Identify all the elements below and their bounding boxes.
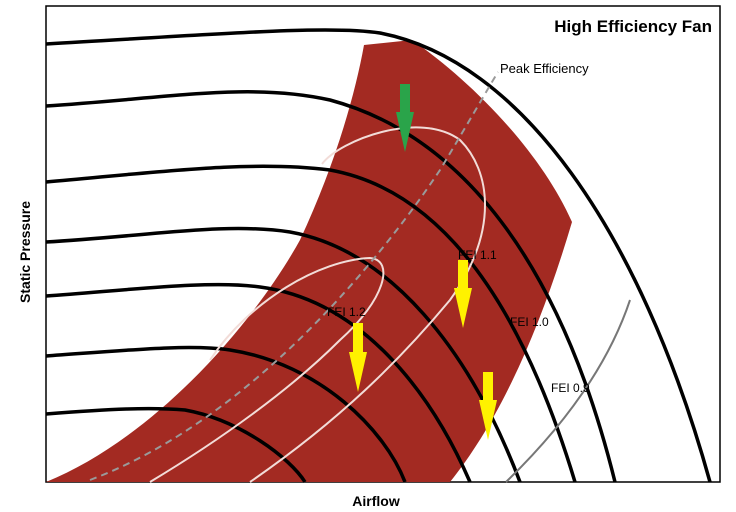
fei-12-label: FEI 1.2 [327, 305, 366, 319]
fei-10-label: FEI 1.0 [510, 315, 549, 329]
contour-fei-12 [149, 256, 385, 483]
fan-curves [45, 28, 712, 483]
efficiency-contours [149, 126, 486, 483]
fei-11-label: FEI 1.1 [458, 248, 497, 262]
contour-fei-11 [249, 126, 486, 483]
fan-curve-1 [45, 28, 712, 483]
down-arrow-icon [396, 84, 414, 152]
fan-curve-2 [45, 90, 617, 483]
fan-curve-4 [45, 226, 522, 483]
down-arrow-icon [454, 260, 472, 328]
fan-curve-3 [45, 164, 577, 483]
fei-09-label: FEI 0.9 [551, 381, 590, 395]
fan-curve-5 [45, 282, 472, 483]
chart-title: High Efficiency Fan [554, 17, 712, 36]
fan-curve-6 [45, 345, 407, 483]
fei-09-line [505, 299, 631, 483]
operating-region [46, 40, 572, 482]
down-arrow-icon [479, 372, 497, 440]
y-axis-label: Static Pressure [17, 201, 33, 303]
peak-efficiency-label: Peak Efficiency [500, 61, 589, 76]
down-arrow-icon [349, 323, 367, 392]
x-axis-label: Airflow [352, 493, 400, 509]
